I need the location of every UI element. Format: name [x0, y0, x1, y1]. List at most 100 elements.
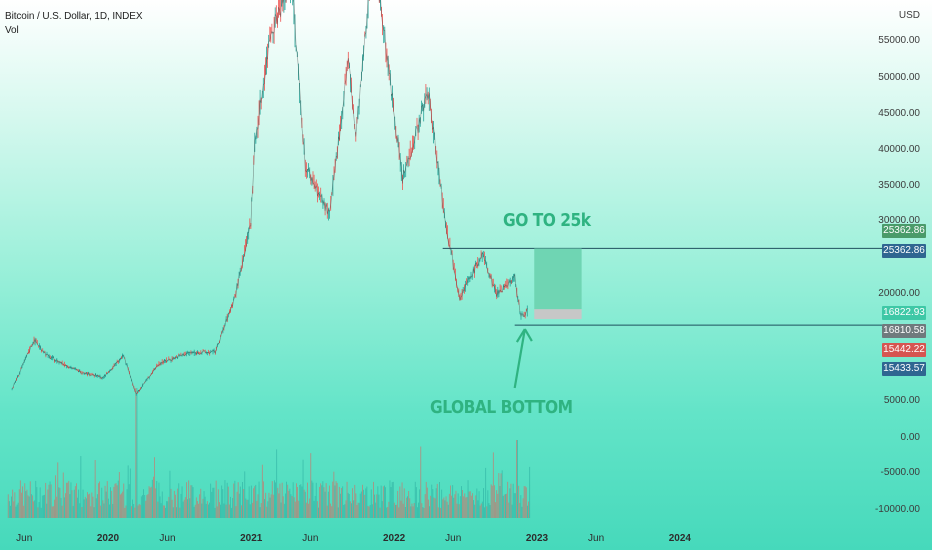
target-annotation: GO TO 25k [503, 210, 591, 231]
volume-bar [377, 486, 379, 518]
volume-bar [40, 507, 42, 518]
volume-bar [175, 494, 176, 518]
price-tag: 25362.86 [882, 224, 926, 238]
volume-bar [410, 506, 412, 518]
volume-bar [529, 466, 531, 518]
volume-bar [7, 494, 9, 518]
volume-bar [47, 489, 49, 518]
volume-bar [301, 486, 303, 518]
chart-title: Bitcoin / U.S. Dollar, 1D, INDEX [5, 11, 143, 22]
volume-bar [300, 484, 302, 518]
volume-bar [247, 499, 249, 518]
volume-bar [468, 491, 470, 518]
volume-bar [90, 506, 92, 518]
volume-bar [159, 496, 161, 518]
volume-bar [485, 467, 487, 518]
volume-bar [473, 500, 474, 518]
volume-bar [353, 500, 355, 518]
volume-bar [417, 507, 418, 518]
volume-bar [307, 482, 308, 518]
price-tick-label: 40000.00 [878, 144, 920, 155]
volume-bar [158, 482, 160, 518]
volume-bar [78, 489, 80, 518]
arrow-shaft [513, 328, 526, 389]
volume-bar [150, 486, 152, 518]
volume-bar [303, 489, 305, 518]
volume-bar [66, 482, 67, 518]
volume-bar [33, 501, 34, 518]
volume-bar [149, 487, 151, 518]
volume-bar [348, 494, 350, 518]
volume-bar [26, 489, 28, 518]
volume-bar [51, 506, 53, 518]
volume-bar [239, 486, 241, 518]
volume-bar [373, 481, 374, 518]
volume-bar [178, 483, 180, 518]
volume-bar [161, 491, 163, 518]
volume-bar [84, 496, 86, 518]
volume-bar [494, 485, 495, 518]
volume-bar [357, 502, 359, 518]
volume-bar [242, 482, 243, 518]
volume-bar [285, 493, 286, 518]
volume-bar [331, 506, 333, 518]
volume-bar [278, 493, 280, 518]
volume-bar [286, 481, 287, 518]
arrow-head-left [515, 328, 526, 343]
volume-bar [354, 484, 356, 518]
volume-bar [155, 488, 157, 518]
volume-bar [32, 495, 33, 518]
volume-bar [184, 497, 186, 518]
volume-bar [258, 481, 260, 518]
volume-bar [464, 493, 466, 518]
volume-bar [478, 491, 480, 518]
volume-bar [297, 487, 298, 518]
volume-bar [487, 490, 489, 518]
volume-bar [25, 491, 27, 518]
volume-bar [486, 506, 488, 518]
volume-bar [275, 482, 276, 518]
volume-bar [99, 481, 100, 518]
volume-bar [455, 490, 457, 518]
volume-bar [205, 503, 207, 518]
volume-bar [395, 504, 396, 518]
volume-bar [376, 494, 378, 518]
volume-bar [344, 504, 346, 518]
volume-bar [27, 495, 29, 518]
volume-bar [327, 491, 329, 518]
volume-bar [270, 494, 272, 518]
volume-bar [423, 508, 425, 518]
volume-bar [201, 503, 203, 518]
volume-bar [116, 485, 118, 518]
volume-bar [457, 493, 459, 518]
volume-bar [126, 489, 128, 518]
volume-bar [232, 498, 234, 518]
volume-bar [322, 481, 324, 518]
volume-bar [112, 504, 114, 518]
volume-bar [208, 504, 209, 518]
volume-bar [166, 501, 168, 518]
volume-bar [506, 493, 507, 518]
volume-bar [283, 503, 285, 518]
volume-bar [346, 481, 348, 518]
volume-bar [470, 495, 472, 518]
volume-bar [253, 488, 254, 518]
volume-bar [231, 507, 232, 518]
volume-bar [246, 499, 248, 518]
volume-bar [412, 506, 414, 518]
volume-bar [479, 505, 481, 518]
volume-bar [259, 507, 261, 518]
volume-bar [211, 491, 213, 518]
volume-bar [198, 503, 199, 518]
volume-bar [217, 489, 219, 518]
volume-bar [274, 480, 275, 518]
volume-bar [225, 504, 227, 518]
volume-bar [442, 499, 444, 518]
volume-bar [385, 487, 386, 518]
volume-bar [252, 502, 253, 518]
volume-bar [319, 486, 320, 518]
volume-bar [341, 488, 342, 518]
volume-bar [360, 491, 362, 518]
volume-bar [74, 486, 76, 518]
